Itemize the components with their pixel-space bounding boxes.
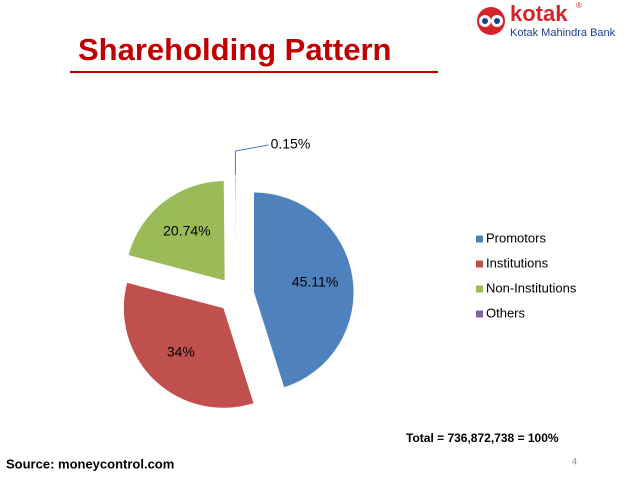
source: Source: moneycontrol.com	[6, 456, 174, 471]
legend-swatch	[476, 260, 483, 268]
pie-slice	[234, 176, 237, 278]
pie-chart: 45.11% 34% 20.74% 0.15%	[123, 136, 354, 409]
legend-swatch	[476, 235, 483, 243]
legend: Promotors Institutions Non-Institutions Oth…	[476, 230, 577, 320]
legend-swatch	[476, 285, 483, 293]
logo-icon-dot	[482, 18, 488, 24]
logo: kotak ® Kotak Mahindra Bank	[477, 1, 616, 39]
legend-label: Non-Institutions	[486, 280, 577, 295]
logo-mark: ®	[576, 1, 582, 10]
data-label: 34%	[167, 344, 195, 360]
page-number: 4	[572, 456, 577, 466]
legend-label: Others	[486, 305, 526, 320]
logo-name: kotak	[510, 1, 568, 26]
logo-icon-dot	[494, 18, 500, 24]
data-label: 0.15%	[271, 136, 311, 152]
data-label: 20.74%	[163, 223, 210, 239]
logo-subtitle: Kotak Mahindra Bank	[510, 27, 616, 39]
pie-slice	[127, 180, 226, 282]
chart-title: Shareholding Pattern	[78, 32, 391, 67]
legend-swatch	[476, 310, 483, 318]
pie-slice	[253, 191, 354, 388]
data-label: 45.11%	[292, 273, 338, 289]
legend-label: Institutions	[486, 255, 549, 270]
leader-line	[234, 144, 269, 176]
pie-slice	[123, 282, 255, 409]
annotation: Total = 736,872,738 = 100%	[406, 431, 559, 445]
legend-label: Promotors	[486, 230, 546, 245]
